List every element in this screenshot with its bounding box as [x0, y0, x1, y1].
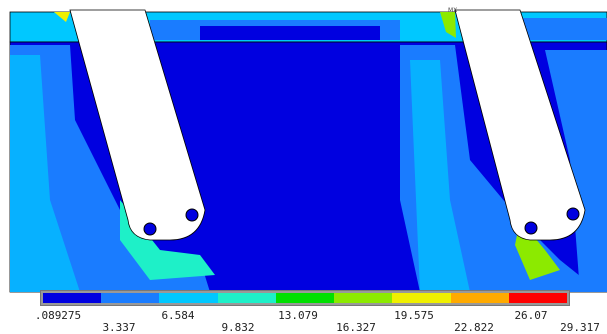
mid-shoulder-inner [410, 60, 470, 292]
legend-swatch-8 [508, 293, 567, 303]
left-hole-2 [185, 208, 199, 222]
legend-swatch-3 [217, 293, 276, 303]
legend-label-bottom-0: 3.337 [102, 321, 136, 334]
legend-label-bottom-1: 9.832 [221, 321, 255, 334]
left-tool [69, 9, 206, 241]
legend-label-top-0: .089275 [34, 309, 82, 322]
legend-label-top-4: 26.07 [514, 309, 548, 322]
legend-color-bar [40, 290, 570, 306]
left-shoulder [10, 45, 210, 292]
legend-label-top-2: 13.079 [278, 309, 318, 322]
legend-label-bottom-3: 22.822 [454, 321, 494, 334]
right-edge-fill [545, 50, 607, 292]
left-root-fill [120, 200, 215, 280]
legend-label-bottom-2: 16.327 [336, 321, 376, 334]
mx-tag: MX [448, 7, 457, 14]
top-plate-hotspot-left [54, 12, 70, 22]
right-hole-2 [566, 207, 580, 221]
legend-label-top-3: 19.575 [394, 309, 434, 322]
legend-swatch-7 [450, 293, 509, 303]
legend-swatch-5 [334, 293, 393, 303]
legend-label-top-1: 6.584 [161, 309, 195, 322]
right-tool [454, 9, 586, 241]
legend-swatch-6 [392, 293, 451, 303]
legend-swatch-1 [101, 293, 160, 303]
legend-swatch-4 [275, 293, 335, 303]
stress-contour-plot: MX [9, 7, 607, 293]
top-plate-dark-band [200, 26, 380, 40]
legend-swatch-0 [43, 293, 102, 303]
left-shoulder-inner [10, 55, 80, 292]
left-hole-1 [143, 222, 157, 236]
right-hole-1 [524, 221, 538, 235]
legend-swatch-2 [159, 293, 218, 303]
top-plate-hotspot-right [440, 12, 456, 38]
top-plate-right-band [520, 18, 607, 40]
legend-label-bottom-4: 29.317 [560, 321, 600, 334]
